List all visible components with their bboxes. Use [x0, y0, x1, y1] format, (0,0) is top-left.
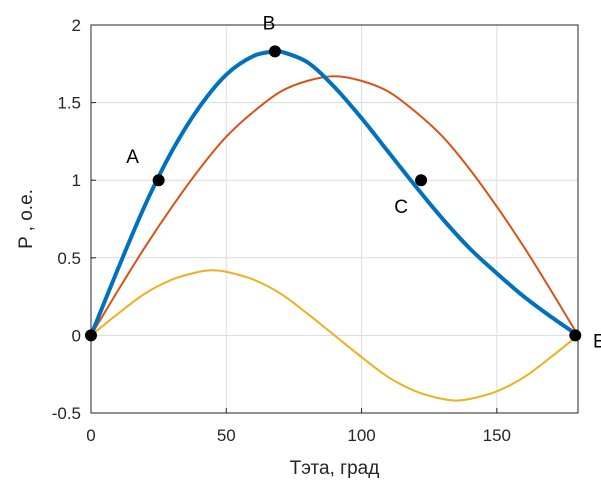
y-tick-label: 1.5 — [57, 94, 81, 113]
point-marker-a — [152, 174, 165, 187]
y-tick-label: 1 — [72, 171, 81, 190]
point-marker-e — [569, 329, 582, 342]
y-tick-label: 0 — [72, 326, 81, 345]
point-marker-c — [415, 174, 428, 187]
x-tick-label: 150 — [483, 426, 511, 445]
point-label-a: A — [126, 147, 139, 168]
point-label-c: C — [394, 197, 408, 218]
y-tick-label: -0.5 — [52, 404, 81, 423]
x-tick-label: 50 — [217, 426, 236, 445]
point-label-b: B — [263, 13, 276, 34]
x-tick-label: 100 — [347, 426, 375, 445]
axis-ticks: 0 50 100 150 -0.5 0 0.5 1 1.5 2 — [52, 16, 511, 445]
point-marker-origin — [85, 329, 97, 342]
point-marker-b — [268, 45, 281, 58]
series-line-2 — [90, 269, 579, 402]
y-tick-label: 2 — [72, 16, 81, 35]
y-axis-label: P , о.е. — [16, 189, 37, 249]
point-label-e: E — [593, 331, 601, 352]
series-line-0 — [89, 48, 580, 338]
point-markers: A B C E — [85, 13, 601, 352]
axes-box — [90, 24, 579, 414]
y-tick-label: 0.5 — [57, 249, 81, 268]
series-lines — [89, 48, 580, 402]
x-axis-label: Тэта, град — [290, 458, 380, 479]
x-tick-label: 0 — [86, 426, 95, 445]
series-line-1 — [90, 75, 579, 337]
